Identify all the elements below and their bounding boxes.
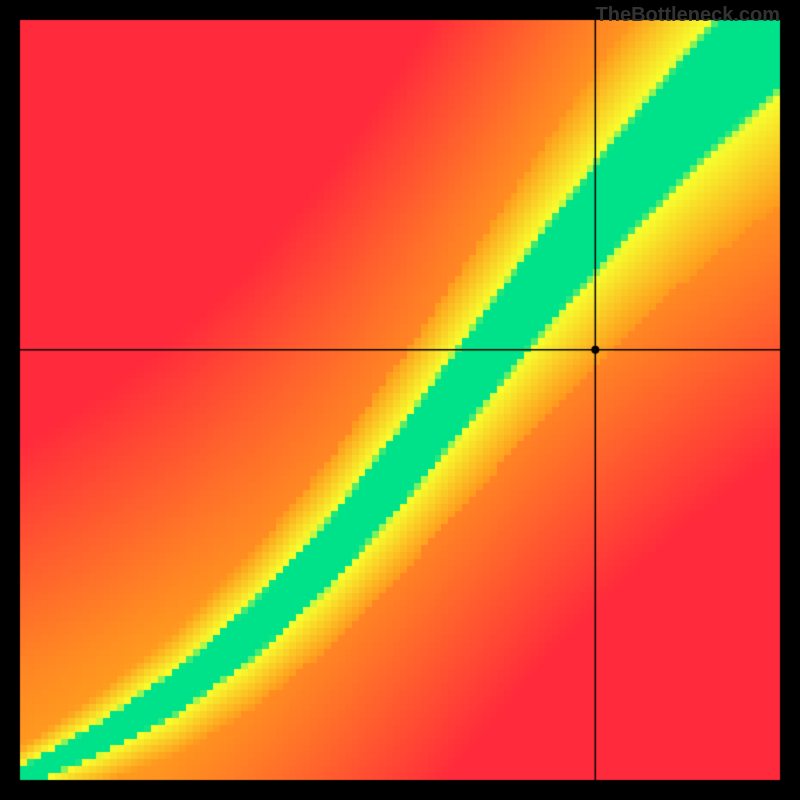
heatmap-canvas: [0, 0, 800, 800]
plot-area: [0, 0, 800, 800]
chart-container: TheBottleneck.com: [0, 0, 800, 800]
watermark-text: TheBottleneck.com: [596, 4, 780, 27]
